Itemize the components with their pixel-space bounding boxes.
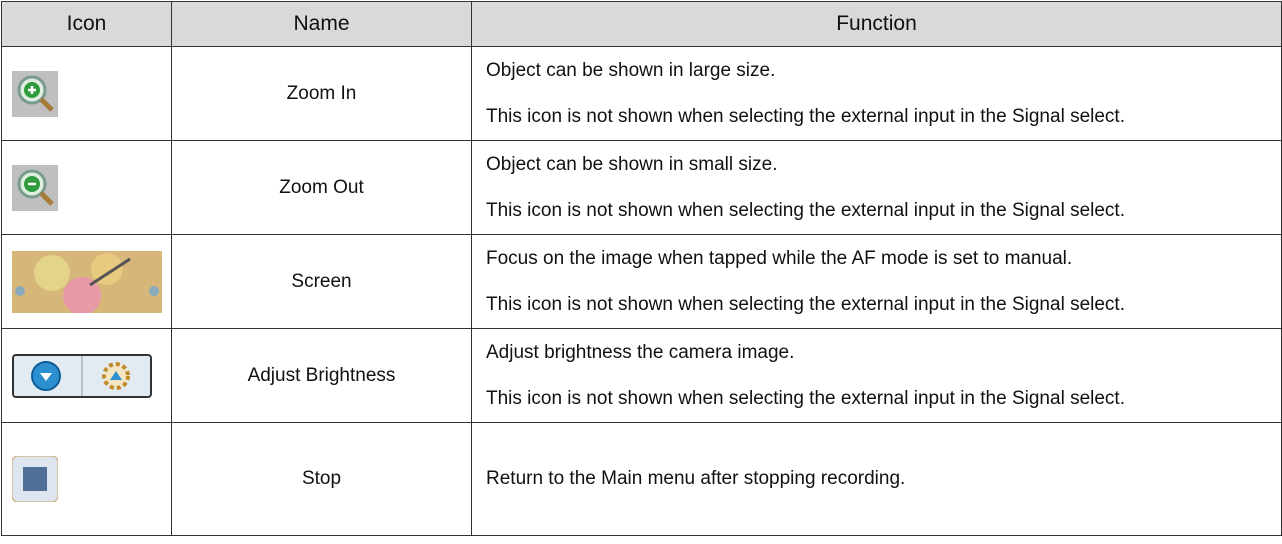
header-cell: Function — [471, 1, 1282, 47]
row: Zoom Out Object can be shown in small si… — [1, 140, 1282, 235]
icon-cell — [1, 234, 172, 329]
stop-icon — [12, 456, 58, 502]
function-text: This icon is not shown when selecting th… — [486, 387, 1125, 409]
row: Screen Focus on the image when tapped wh… — [1, 234, 1282, 329]
name-cell: Stop — [171, 422, 472, 536]
name-cell: Adjust Brightness — [171, 328, 472, 423]
icon-cell — [1, 46, 172, 141]
function-cell: Adjust brightness the camera image. This … — [471, 328, 1282, 423]
function-text: This icon is not shown when selecting th… — [486, 199, 1125, 221]
row: Adjust Brightness Adjust brightness the … — [1, 328, 1282, 423]
row: Stop Return to the Main menu after stopp… — [1, 422, 1282, 536]
row: Zoom In Object can be shown in large siz… — [1, 46, 1282, 141]
function-cell: Object can be shown in large size. This i… — [471, 46, 1282, 141]
function-cell: Return to the Main menu after stopping r… — [471, 422, 1282, 536]
header-cell: Name — [171, 1, 472, 47]
name-cell: Zoom Out — [171, 140, 472, 235]
zoom-out-icon — [12, 164, 58, 211]
function-text: This icon is not shown when selecting th… — [486, 293, 1125, 315]
icon-cell — [1, 140, 172, 235]
function-text: Object can be shown in small size. — [486, 153, 778, 175]
screen-icon — [12, 250, 162, 313]
header-row: Icon Name Function — [1, 1, 1282, 47]
function-text: Return to the Main menu after stopping r… — [486, 468, 906, 489]
function-text: This icon is not shown when selecting th… — [486, 105, 1125, 127]
zoom-in-icon — [12, 70, 58, 117]
icon-cell — [1, 422, 172, 536]
brightness-icon — [12, 353, 152, 398]
name-cell: Screen — [171, 234, 472, 329]
function-text: Focus on the image when tapped while the… — [486, 247, 1073, 269]
function-text: Object can be shown in large size. — [486, 59, 776, 81]
header-cell: Icon — [1, 1, 172, 47]
function-text: Adjust brightness the camera image. — [486, 341, 795, 363]
icon-cell — [1, 328, 172, 423]
function-cell: Focus on the image when tapped while the… — [471, 234, 1282, 329]
name-cell: Zoom In — [171, 46, 472, 141]
function-cell: Object can be shown in small size. This i… — [471, 140, 1282, 235]
